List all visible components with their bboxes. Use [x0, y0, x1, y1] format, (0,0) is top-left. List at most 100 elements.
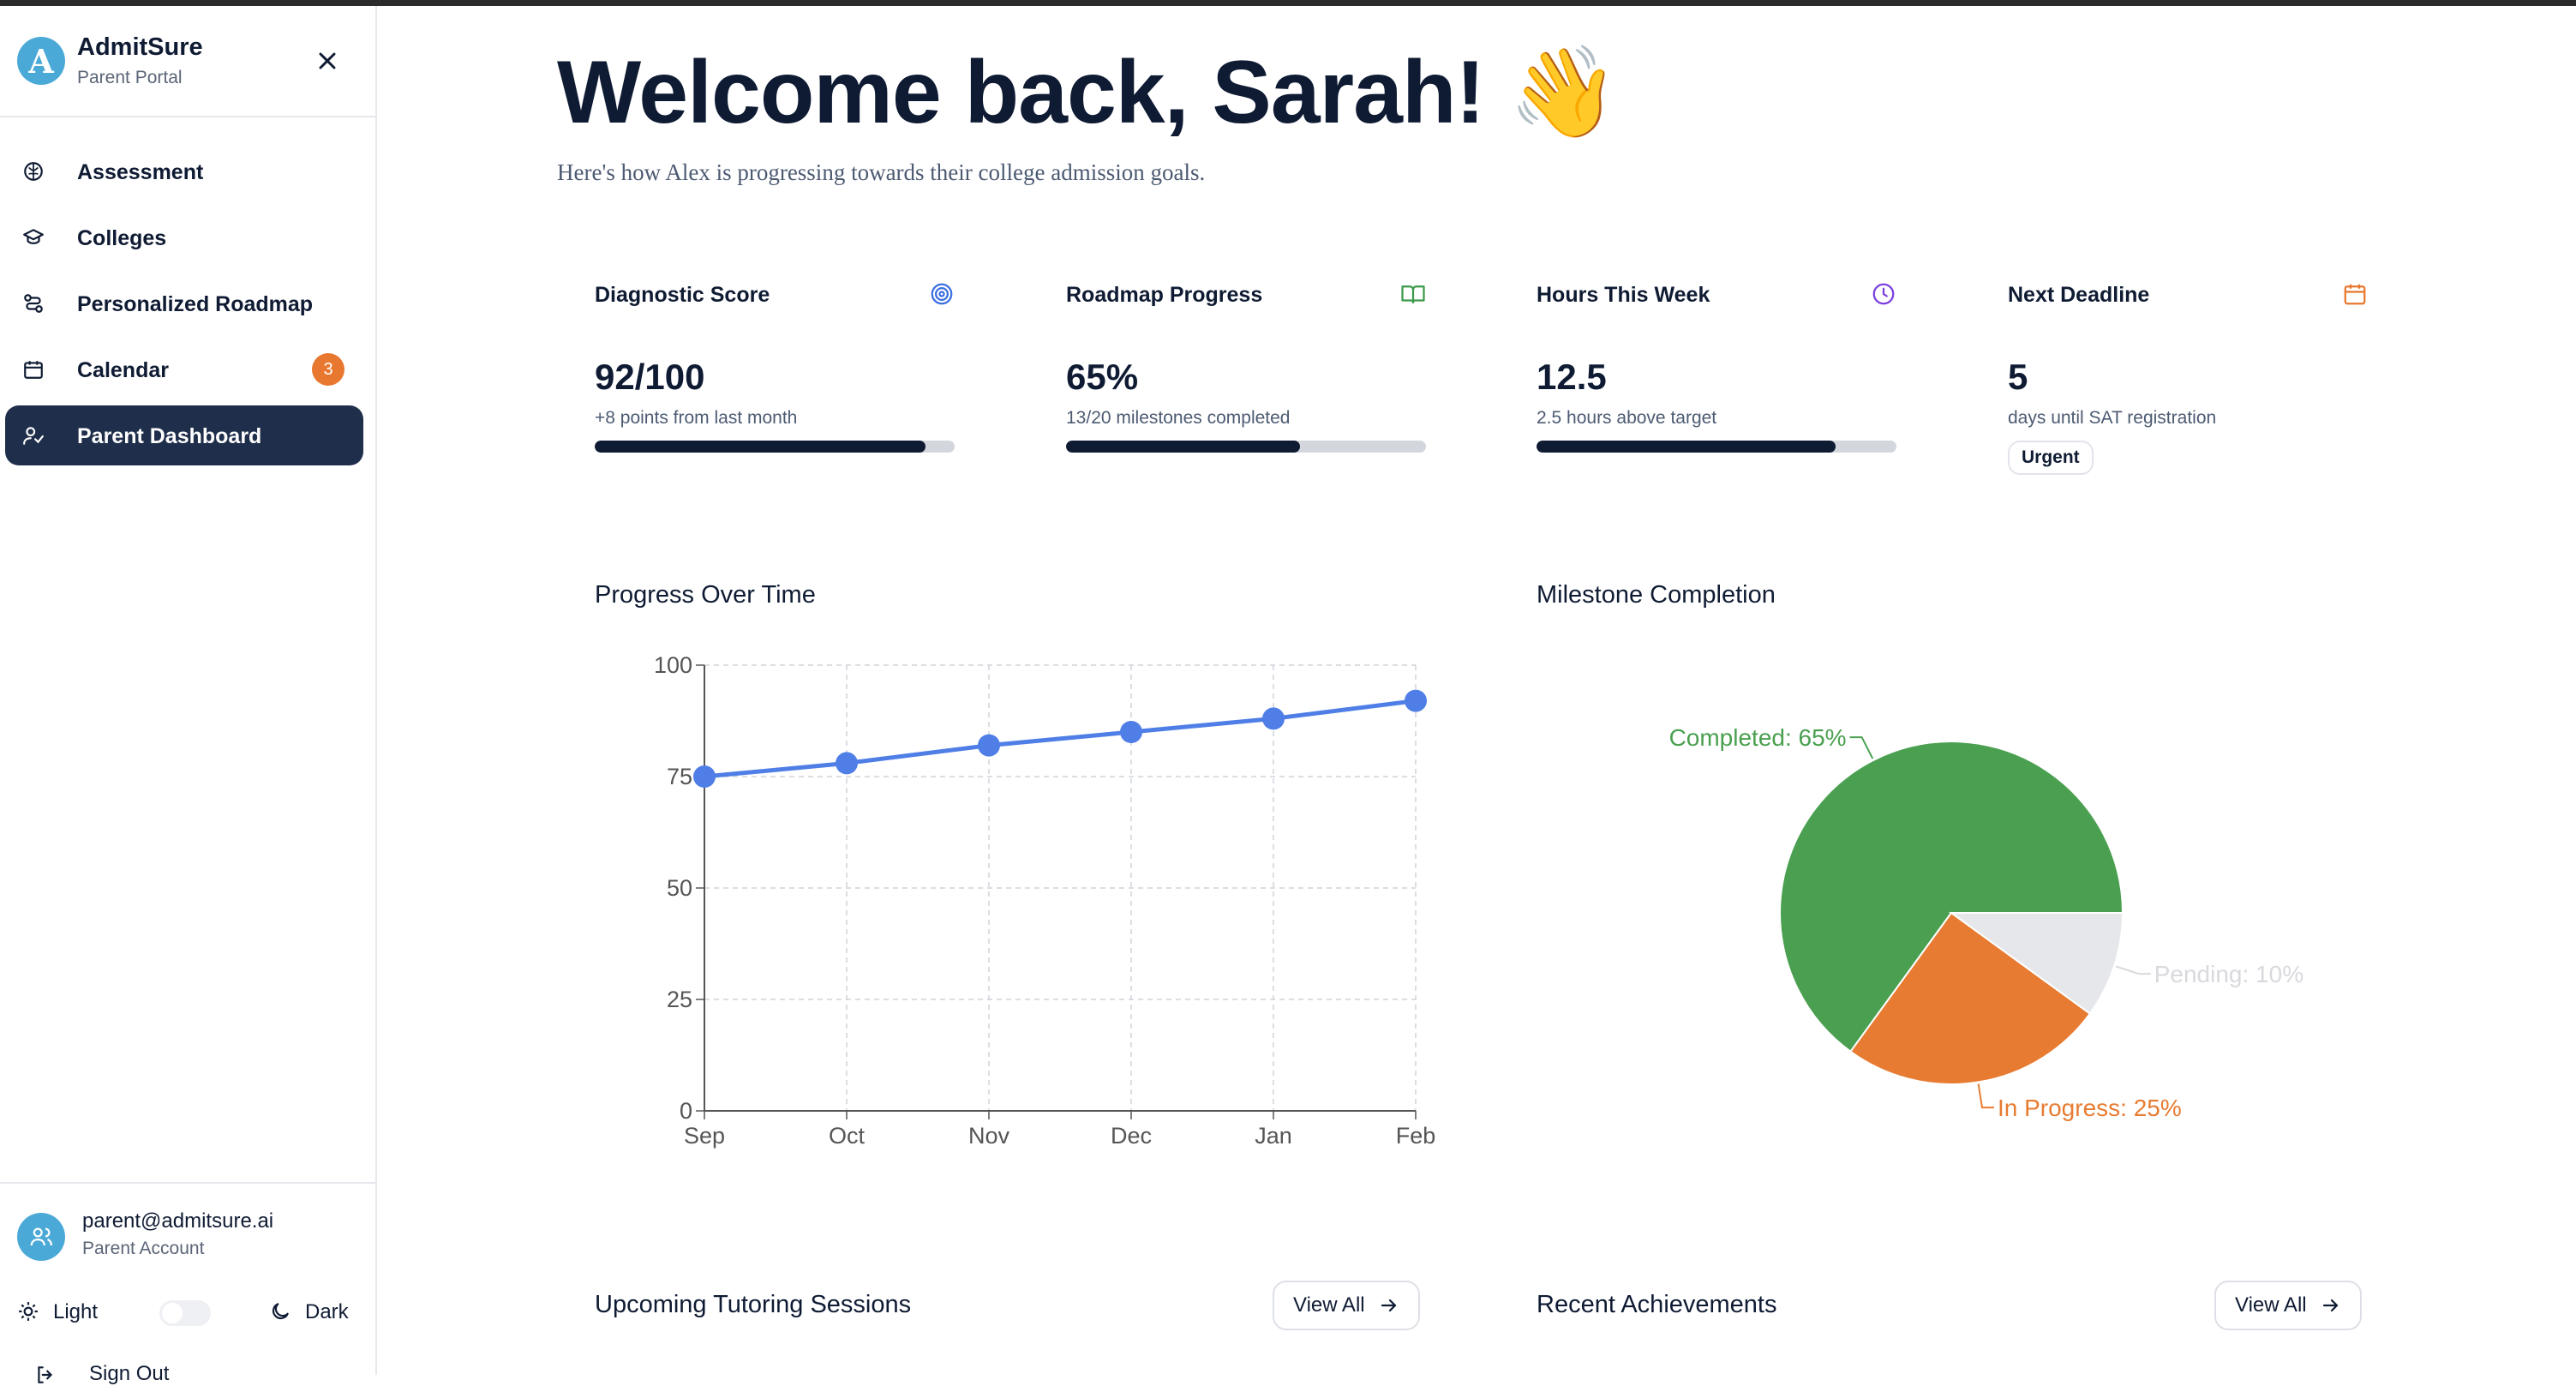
stat-card-next-deadline: Next Deadline 5 days until SAT registrat… [2008, 273, 2368, 478]
pie-slice [1948, 912, 2124, 1015]
section-title-tutoring: Upcoming Tutoring Sessions [595, 1291, 912, 1318]
y-tick-label: 75 [667, 764, 692, 789]
book-open-icon [1401, 285, 1425, 304]
page-subtitle: Here's how Alex is progressing towards t… [557, 159, 1206, 185]
view-all-label: View All [2235, 1293, 2307, 1317]
pie-slice [1849, 911, 2092, 1085]
pie-slice [1779, 741, 2124, 1053]
theme-switcher: Light Dark [17, 1295, 360, 1329]
sun-icon [19, 1302, 38, 1321]
stat-description: 2.5 hours above target [1537, 408, 1717, 428]
progress-bar-fill [1066, 441, 1300, 453]
arrow-right-icon [1381, 1299, 1396, 1312]
data-point [1120, 721, 1142, 743]
clock-icon [1872, 283, 1895, 305]
brain-icon [24, 162, 43, 181]
sidebar-item-colleges[interactable]: Colleges [5, 207, 363, 267]
stat-title: Next Deadline [2008, 283, 2150, 307]
x-tick-label: Dec [1111, 1123, 1152, 1149]
section-title-progress: Progress Over Time [595, 581, 816, 609]
theme-toggle[interactable] [159, 1300, 211, 1326]
view-all-achievements-button[interactable]: View All [2214, 1281, 2362, 1330]
data-point [1405, 689, 1427, 712]
app-name: AdmitSure [77, 33, 203, 61]
progress-bar [1537, 441, 1896, 453]
dark-mode-label[interactable]: Dark [305, 1300, 349, 1323]
x-tick-label: Sep [684, 1123, 725, 1149]
x-tick-label: Jan [1255, 1123, 1292, 1149]
stat-value: 65% [1066, 357, 1139, 397]
sidebar-item-assessment[interactable]: Assessment [5, 141, 363, 201]
x-tick-label: Nov [968, 1123, 1010, 1149]
x-tick-label: Oct [829, 1123, 866, 1149]
sidebar: A AdmitSure Parent Portal Assessment Col… [0, 6, 377, 1385]
y-tick-label: 100 [654, 652, 692, 678]
progress-line-chart: 0 25 50 75 100 Sep Oct Nov Dec Jan Feb [654, 652, 1436, 1149]
graduation-cap-icon [23, 229, 44, 244]
stat-card-diagnostic-score: Diagnostic Score 92/100 +8 points from l… [595, 273, 955, 478]
account-panel: parent@admitsure.ai Parent Account Light… [0, 1182, 375, 1385]
sign-out-icon[interactable] [34, 1364, 57, 1386]
stat-title: Roadmap Progress [1066, 283, 1263, 307]
stat-title: Hours This Week [1537, 283, 1710, 307]
arrow-right-icon [2322, 1299, 2338, 1312]
calendar-icon [24, 361, 43, 379]
section-title-milestones: Milestone Completion [1537, 581, 1776, 609]
view-all-label: View All [1293, 1293, 1365, 1317]
data-point [836, 752, 858, 775]
calendar-icon [2344, 284, 2366, 305]
stat-title: Diagnostic Score [595, 283, 770, 307]
data-point [693, 765, 716, 788]
window-top-border [0, 0, 2576, 6]
sidebar-item-personalized-roadmap[interactable]: Personalized Roadmap [5, 273, 363, 333]
sidebar-item-label: Assessment [77, 160, 204, 184]
stat-description: 13/20 milestones completed [1066, 408, 1291, 428]
moon-icon [272, 1303, 289, 1320]
y-tick-label: 0 [680, 1098, 692, 1124]
sign-out-button[interactable]: Sign Out [89, 1362, 170, 1385]
stat-value: 5 [2008, 357, 2028, 397]
close-icon[interactable] [314, 47, 341, 75]
status-badge: Urgent [2008, 441, 2094, 475]
pie-leader-line [1849, 736, 1874, 759]
data-point [1262, 707, 1285, 730]
view-all-tutoring-button[interactable]: View All [1273, 1281, 1420, 1330]
target-icon [931, 283, 953, 305]
user-check-icon [23, 427, 44, 445]
stat-value: 92/100 [595, 357, 705, 397]
light-mode-label[interactable]: Light [53, 1300, 99, 1323]
progress-bar-fill [595, 441, 926, 453]
section-title-achievements: Recent Achievements [1537, 1291, 1777, 1318]
x-tick-label: Feb [1396, 1123, 1436, 1149]
app-subtitle: Parent Portal [77, 68, 183, 87]
milestone-pie-chart: Completed: 65% In Progress: 25% Pending: 1… [1669, 724, 2304, 1121]
brand-header: A AdmitSure Parent Portal [0, 6, 375, 117]
data-point [978, 734, 1000, 757]
pie-slice-label: Pending: 10% [2154, 961, 2303, 987]
page-title: Welcome back, Sarah! 👋 [557, 43, 1619, 142]
y-tick-label: 25 [667, 987, 692, 1012]
sidebar-item-parent-dashboard[interactable]: Parent Dashboard [5, 405, 363, 465]
sidebar-item-calendar[interactable]: Calendar 3 [5, 339, 363, 399]
stat-card-roadmap-progress: Roadmap Progress 65% 13/20 milestones co… [1066, 273, 1426, 478]
sidebar-item-label: Calendar [77, 358, 169, 382]
route-icon [24, 294, 43, 313]
stat-description: days until SAT registration [2008, 408, 2217, 428]
logo: A [17, 37, 65, 85]
notification-badge: 3 [312, 353, 344, 386]
series-line [704, 699, 1417, 779]
sidebar-item-label: Parent Dashboard [77, 424, 262, 448]
progress-bar [1066, 441, 1426, 453]
pie-slice-label: In Progress: 25% [1998, 1095, 2182, 1121]
y-tick-label: 50 [667, 875, 692, 901]
avatar[interactable] [17, 1213, 65, 1261]
stat-value: 12.5 [1537, 357, 1607, 397]
pie-slice-label: Completed: 65% [1669, 724, 1847, 751]
pie-leader-line [1977, 1083, 1994, 1109]
stat-description: +8 points from last month [595, 408, 798, 428]
progress-bar [595, 441, 955, 453]
sidebar-item-label: Colleges [77, 226, 167, 250]
pie-leader-line [2115, 965, 2151, 975]
account-email: parent@admitsure.ai [82, 1209, 274, 1233]
users-icon [30, 1227, 52, 1246]
